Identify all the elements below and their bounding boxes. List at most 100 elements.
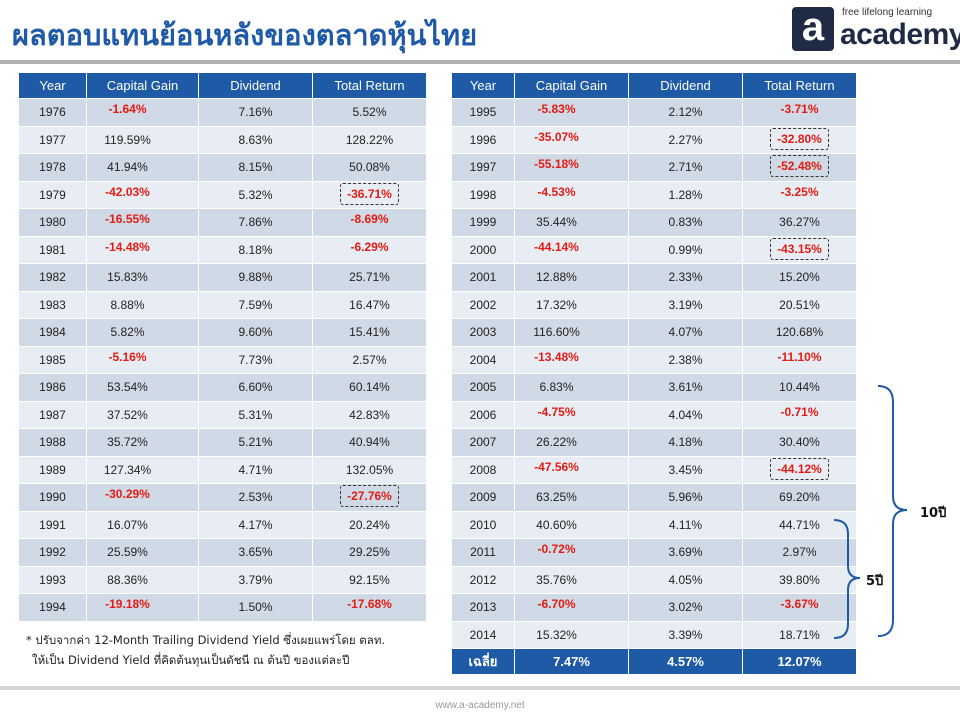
dividend-cell: 4.18% <box>628 428 743 457</box>
dividend-cell: 3.45% <box>628 455 743 484</box>
table-row: 2010 40.60% 4.11% 44.71% <box>451 510 857 539</box>
dividend-cell: 5.31% <box>198 400 313 429</box>
total-return-cell: -17.68% <box>312 593 427 622</box>
capital-gain-cell: -55.18% <box>514 153 629 182</box>
total-return-cell: -52.48% <box>742 153 857 182</box>
dividend-cell: 4.05% <box>628 565 743 594</box>
capital-gain-cell: -35.07% <box>514 125 629 154</box>
average-total-return: 12.07% <box>742 648 857 675</box>
capital-gain-cell: 53.54% <box>86 373 199 402</box>
dividend-cell: 4.17% <box>198 510 313 539</box>
table-row: 2008 -47.56% 3.45% -44.12% <box>451 455 857 484</box>
capital-gain-cell: 35.44% <box>514 208 629 237</box>
year-cell: 1977 <box>18 125 87 154</box>
table-row: 2012 35.76% 4.05% 39.80% <box>451 565 857 594</box>
total-return-cell: -3.67% <box>742 593 857 622</box>
dividend-cell: 5.96% <box>628 483 743 512</box>
total-return-cell: 40.94% <box>312 428 427 457</box>
table-row: 1995 -5.83% 2.12% -3.71% <box>451 98 857 127</box>
highlight-box: -32.80% <box>770 127 829 150</box>
capital-gain-cell: -5.83% <box>514 98 629 127</box>
highlight-box: -44.12% <box>770 457 829 480</box>
total-return-cell: 2.97% <box>742 538 857 567</box>
table-header-row: Year Capital Gain Dividend Total Return <box>18 72 427 99</box>
average-dividend: 4.57% <box>628 648 743 675</box>
total-return-cell: -8.69% <box>312 208 427 237</box>
table-row: 1990 -30.29% 2.53% -27.76% <box>18 483 427 512</box>
footer-url: www.a-academy.net <box>435 700 525 711</box>
table-row: 1989 127.34% 4.71% 132.05% <box>18 455 427 484</box>
total-return-cell: 5.52% <box>312 98 427 127</box>
year-cell: 2008 <box>451 455 515 484</box>
table-row: 1977 119.59% 8.63% 128.22% <box>18 125 427 154</box>
dividend-cell: 2.27% <box>628 125 743 154</box>
academy-logo: a free lifelong learning academy <box>784 4 960 56</box>
year-cell: 1997 <box>451 153 515 182</box>
table-row: 2002 17.32% 3.19% 20.51% <box>451 290 857 319</box>
average-row: เฉลี่ย 7.47% 4.57% 12.07% <box>451 648 857 675</box>
highlight-box: -52.48% <box>770 155 829 178</box>
total-return-cell: -32.80% <box>742 125 857 154</box>
year-cell: 2006 <box>451 400 515 429</box>
table-row: 1979 -42.03% 5.32% -36.71% <box>18 180 427 209</box>
total-return-cell: 50.08% <box>312 153 427 182</box>
dividend-cell: 2.71% <box>628 153 743 182</box>
total-return-cell: 132.05% <box>312 455 427 484</box>
table-row: 1994 -19.18% 1.50% -17.68% <box>18 593 427 622</box>
capital-gain-cell: -4.53% <box>514 180 629 209</box>
total-return-cell: 128.22% <box>312 125 427 154</box>
total-return-cell: 20.24% <box>312 510 427 539</box>
dividend-cell: 2.33% <box>628 263 743 292</box>
dividend-cell: 0.99% <box>628 235 743 264</box>
table-row: 2007 26.22% 4.18% 30.40% <box>451 428 857 457</box>
table-row: 1993 88.36% 3.79% 92.15% <box>18 565 427 594</box>
ten-year-brace-icon <box>877 385 908 637</box>
table-row: 2011 -0.72% 3.69% 2.97% <box>451 538 857 567</box>
total-return-cell: 10.44% <box>742 373 857 402</box>
year-cell: 2010 <box>451 510 515 539</box>
dividend-cell: 3.61% <box>628 373 743 402</box>
year-cell: 2007 <box>451 428 515 457</box>
total-return-cell: 20.51% <box>742 290 857 319</box>
capital-gain-cell: 8.88% <box>86 290 199 319</box>
table-row: 1991 16.07% 4.17% 20.24% <box>18 510 427 539</box>
year-cell: 1988 <box>18 428 87 457</box>
table-row: 1988 35.72% 5.21% 40.94% <box>18 428 427 457</box>
year-cell: 2001 <box>451 263 515 292</box>
year-cell: 1985 <box>18 345 87 374</box>
capital-gain-cell: 116.60% <box>514 318 629 347</box>
table-row: 1992 25.59% 3.65% 29.25% <box>18 538 427 567</box>
capital-gain-cell: 6.83% <box>514 373 629 402</box>
average-label: เฉลี่ย <box>451 648 515 675</box>
year-cell: 1980 <box>18 208 87 237</box>
dividend-cell: 1.50% <box>198 593 313 622</box>
column-header-year: Year <box>451 72 515 99</box>
column-header-capital-gain: Capital Gain <box>514 72 629 99</box>
table-row: 1978 41.94% 8.15% 50.08% <box>18 153 427 182</box>
capital-gain-cell: 5.82% <box>86 318 199 347</box>
column-header-total-return: Total Return <box>312 72 427 99</box>
table-row: 1999 35.44% 0.83% 36.27% <box>451 208 857 237</box>
capital-gain-cell: -44.14% <box>514 235 629 264</box>
total-return-cell: 30.40% <box>742 428 857 457</box>
total-return-cell: 42.83% <box>312 400 427 429</box>
logo-wordmark: academy <box>840 18 960 51</box>
table-header-row: Year Capital Gain Dividend Total Return <box>451 72 857 99</box>
table-row: 1998 -4.53% 1.28% -3.25% <box>451 180 857 209</box>
year-cell: 2009 <box>451 483 515 512</box>
total-return-cell: 29.25% <box>312 538 427 567</box>
dividend-cell: 7.86% <box>198 208 313 237</box>
dividend-cell: 1.28% <box>628 180 743 209</box>
logo-tagline: free lifelong learning <box>842 7 933 18</box>
year-cell: 2000 <box>451 235 515 264</box>
capital-gain-cell: 41.94% <box>86 153 199 182</box>
total-return-cell: 39.80% <box>742 565 857 594</box>
year-cell: 1979 <box>18 180 87 209</box>
capital-gain-cell: 119.59% <box>86 125 199 154</box>
column-header-total-return: Total Return <box>742 72 857 99</box>
year-cell: 2002 <box>451 290 515 319</box>
table-row: 1982 15.83% 9.88% 25.71% <box>18 263 427 292</box>
year-cell: 1993 <box>18 565 87 594</box>
total-return-cell: -3.71% <box>742 98 857 127</box>
